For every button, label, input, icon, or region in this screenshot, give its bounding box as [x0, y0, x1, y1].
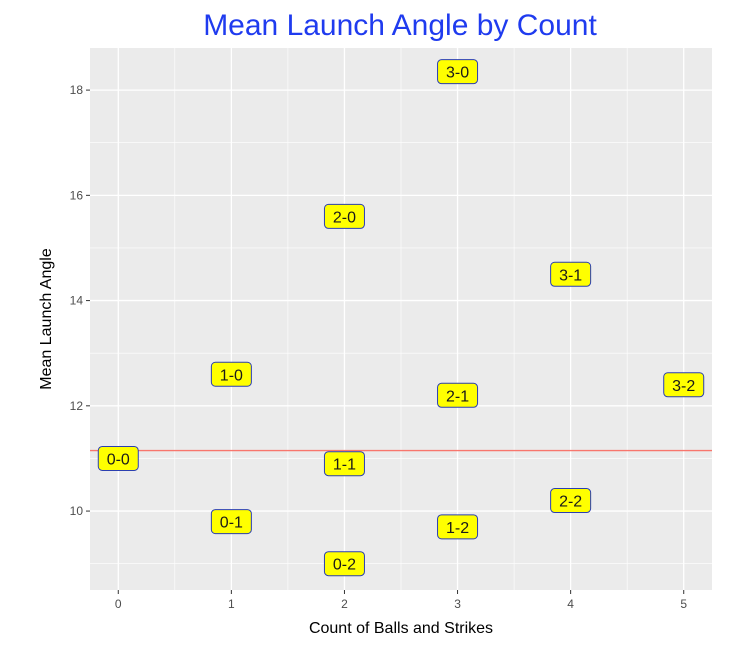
count-label: 0-0 [97, 445, 139, 471]
point-labels: 0-0 1-0 0-1 2-0 1-1 0-2 3-0 2-1 1-2 3-1 2-2 3-2 [97, 59, 705, 577]
x-tick-label: 2 [341, 597, 348, 611]
x-tick-label: 1 [228, 597, 235, 611]
count-label-text: 1-2 [446, 520, 469, 537]
count-label-box [323, 203, 365, 229]
count-label: 2-0 [323, 203, 365, 229]
count-label-text: 3-0 [446, 65, 469, 82]
count-label-box [550, 261, 592, 287]
grid-minor [90, 48, 712, 590]
count-label-text: 3-1 [559, 267, 582, 284]
count-label-box [210, 361, 252, 387]
count-label-text: 1-1 [333, 457, 356, 474]
count-label-box [323, 451, 365, 477]
count-label-box [550, 488, 592, 514]
chart-title: Mean Launch Angle by Count [203, 9, 597, 42]
count-label-box [437, 514, 479, 540]
count-label-box [663, 372, 705, 398]
count-label: 0-1 [210, 509, 252, 535]
count-label-text: 1-0 [220, 367, 243, 384]
count-label-text: 2-1 [446, 388, 469, 405]
count-label-text: 2-2 [559, 494, 582, 511]
count-label-box [437, 59, 479, 85]
count-label: 0-2 [323, 551, 365, 577]
y-tick-label: 16 [70, 188, 84, 202]
count-label-box [323, 551, 365, 577]
y-tick-label: 10 [70, 504, 84, 518]
count-label-text: 0-0 [107, 451, 130, 468]
count-label: 3-1 [550, 261, 592, 287]
x-axis: 0 1 2 3 4 5 [115, 590, 687, 611]
y-axis: 10 12 14 16 18 [70, 83, 90, 518]
count-label: 1-2 [437, 514, 479, 540]
count-label-box [437, 382, 479, 408]
count-label-text: 0-2 [333, 557, 356, 574]
y-tick-label: 12 [70, 399, 84, 413]
x-tick-label: 4 [567, 597, 574, 611]
count-label: 2-1 [437, 382, 479, 408]
count-label-text: 2-0 [333, 209, 356, 226]
count-label-box [97, 445, 139, 471]
count-label: 2-2 [550, 488, 592, 514]
count-label: 1-0 [210, 361, 252, 387]
y-tick-label: 18 [70, 83, 84, 97]
grid-major [90, 48, 712, 590]
count-label: 1-1 [323, 451, 365, 477]
x-axis-title: Count of Balls and Strikes [309, 620, 493, 637]
y-axis-title: Mean Launch Angle [38, 248, 55, 390]
x-tick-label: 0 [115, 597, 122, 611]
count-label-box [210, 509, 252, 535]
x-tick-label: 3 [454, 597, 461, 611]
count-label-text: 0-1 [220, 515, 243, 532]
y-tick-label: 14 [70, 294, 84, 308]
count-label: 3-2 [663, 372, 705, 398]
count-label-text: 3-2 [672, 378, 695, 395]
count-label: 3-0 [437, 59, 479, 85]
x-tick-label: 5 [680, 597, 687, 611]
